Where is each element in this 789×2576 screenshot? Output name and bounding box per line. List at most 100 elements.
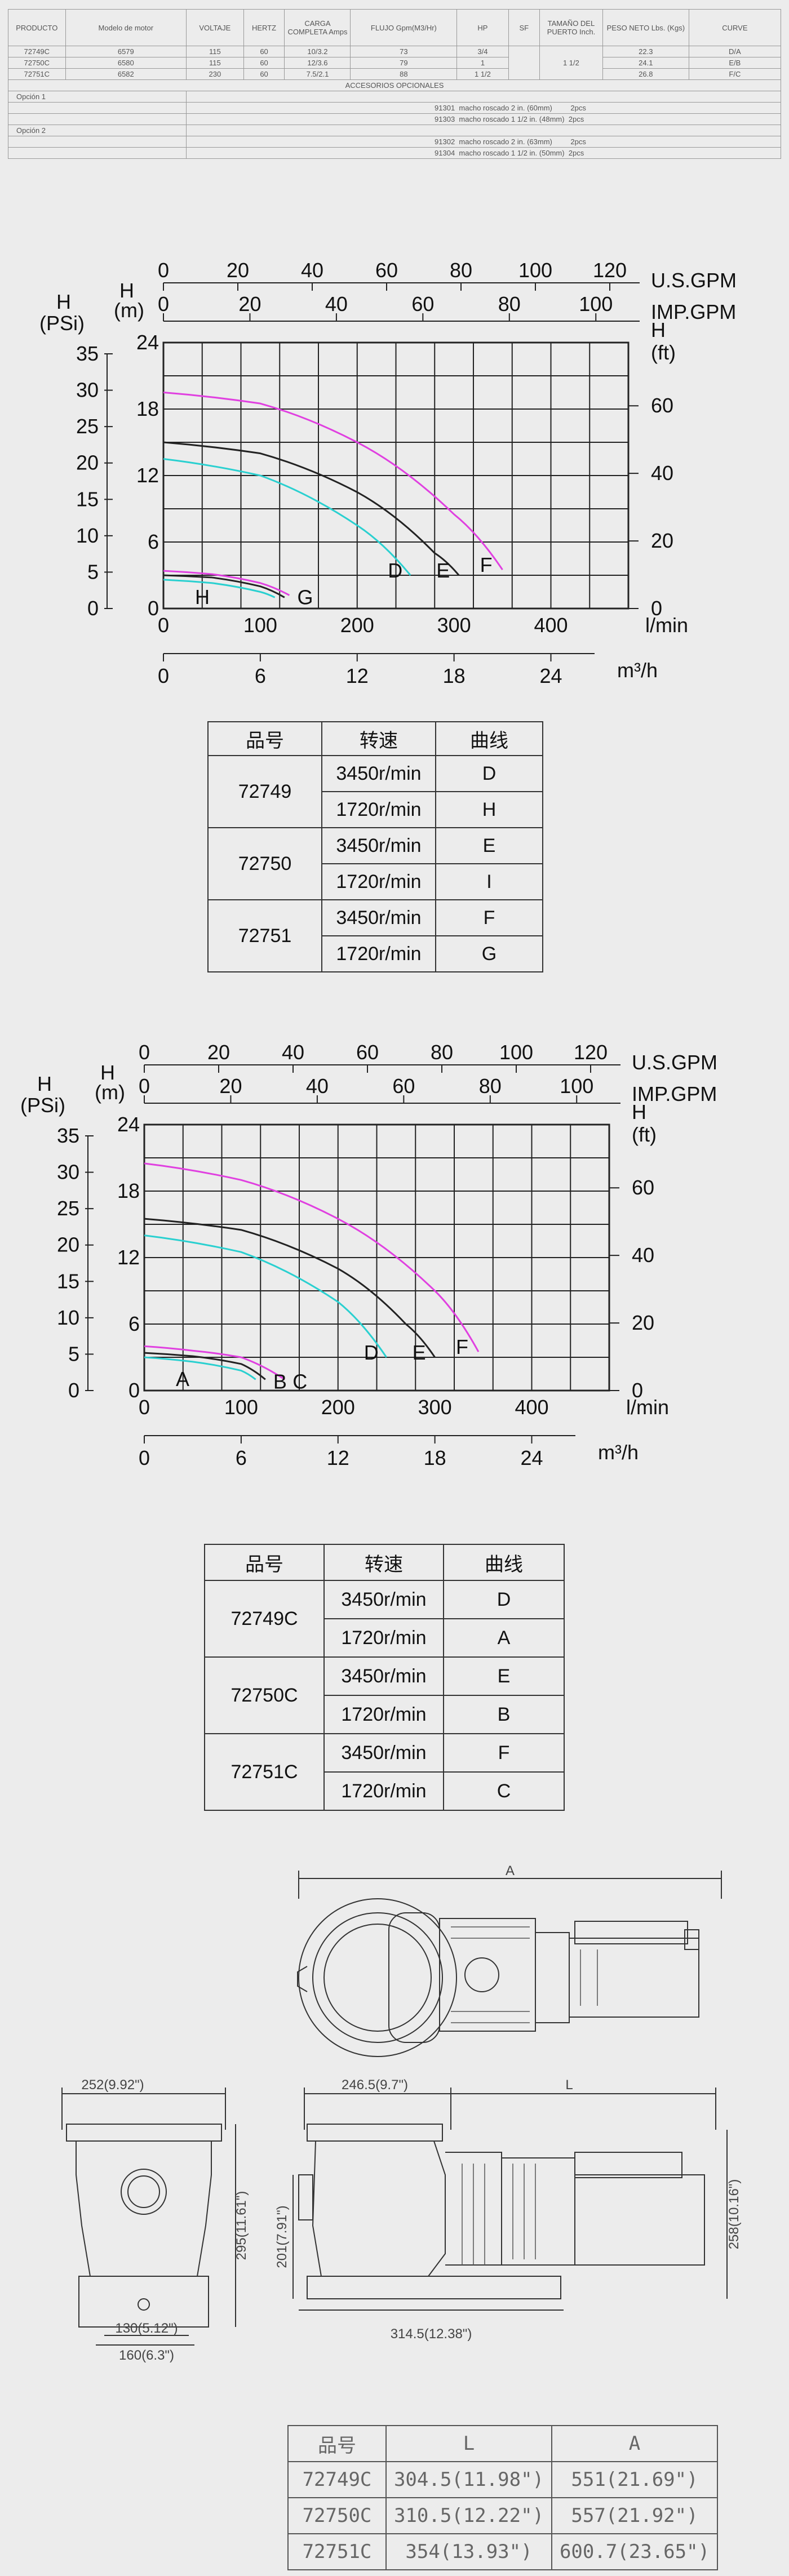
cell: 12/3.6 (284, 57, 351, 69)
curve-label-A: A (176, 1367, 189, 1391)
psi-tick-label: 5 (68, 1342, 79, 1365)
switch (684, 1929, 699, 1950)
cell: 60 (243, 57, 285, 69)
m3h-tick-label: 0 (158, 664, 169, 687)
cell (186, 125, 781, 136)
us-gpm-tick-label: 40 (301, 259, 323, 282)
spec-table: PRODUCTO Modelo de motor VOLTAJE HERTZ C… (7, 9, 782, 159)
us-gpm-tick-label: 60 (356, 1041, 379, 1064)
cell: 10/3.2 (284, 46, 351, 57)
curve-cell: D (435, 755, 543, 792)
curve-I (163, 574, 285, 598)
psi-tick-label: 10 (57, 1306, 79, 1329)
col-producto: PRODUCTO (8, 9, 66, 46)
curve-D (163, 458, 411, 576)
psi-tick-label: 25 (57, 1197, 79, 1220)
psi-tick-label: 15 (76, 487, 99, 510)
us-gpm-tick-label: 40 (282, 1041, 304, 1064)
cell: 26.8 (602, 68, 689, 80)
pump-lid (312, 1912, 443, 2043)
m3h-tick-label: 18 (443, 664, 466, 687)
curve-table-2: 品号 转速 曲线 72749C 3450r/min D 1720r/min A … (204, 1544, 565, 1811)
cell (7, 147, 187, 159)
cell: 72751C (287, 2533, 387, 2570)
us-gpm-tick-label: 0 (139, 1041, 150, 1064)
col-curve: CURVE (688, 9, 782, 46)
m-tick-label: 0 (128, 1379, 140, 1402)
curve-E (163, 441, 460, 576)
m-tick-label: 6 (148, 530, 159, 553)
col-curve: 曲线 (443, 1544, 565, 1581)
cell: 557(21.92") (551, 2497, 718, 2534)
cell: 6579 (65, 46, 187, 57)
spec-header-row: PRODUCTO Modelo de motor VOLTAJE HERTZ C… (8, 9, 782, 46)
speed-cell: 1720r/min (321, 935, 436, 972)
curve-cell: E (443, 1656, 565, 1696)
cell: 60 (243, 68, 285, 80)
psi-tick-label: 20 (57, 1233, 79, 1256)
front-port (121, 2169, 167, 2215)
curve-F (144, 1162, 480, 1352)
col-puerto: TAMAÑO DEL PUERTO Inch. (539, 9, 603, 46)
col-hertz: HERTZ (243, 9, 285, 46)
cell: 73 (350, 46, 458, 57)
m-axis-title: H (100, 1061, 115, 1084)
speed-cell: 3450r/min (323, 1733, 444, 1773)
cell: F/C (688, 68, 782, 80)
m3h-tick-label: 6 (255, 664, 266, 687)
m3h-tick-label: 0 (139, 1446, 150, 1469)
cell: 72750C (8, 57, 66, 69)
m3h-tick-label: 12 (327, 1446, 349, 1469)
ft-axis-unit: (ft) (651, 341, 676, 364)
lmin-tick-label: 300 (418, 1396, 452, 1419)
lmin-tick-label: 300 (437, 614, 471, 637)
ft-tick-label: 60 (651, 394, 673, 417)
table-row: 1720r/min A (205, 1618, 565, 1658)
base (78, 2276, 209, 2328)
psi-axis-title: H (56, 290, 71, 313)
psi-axis-unit: (PSi) (20, 1094, 65, 1117)
side-inlet-label: 246.5(9.7") (342, 2077, 408, 2093)
curve-label-D: D (388, 559, 402, 582)
curve-cell: D (443, 1580, 565, 1619)
table-row: 72751C 3450r/min F (204, 1733, 565, 1811)
table-row: 72750C 310.5(12.22") 557(21.92") (287, 2497, 718, 2534)
spec-row: 72751C 6582 230 60 7.5/2.1 88 1 1/2 26.8… (8, 68, 782, 80)
col-a: A (551, 2425, 718, 2462)
lmin-unit: l/min (645, 614, 688, 637)
us-gpm-unit: U.S.GPM (632, 1051, 717, 1074)
cell: 115 (186, 57, 244, 69)
cell: 354(13.93") (385, 2533, 552, 2570)
option2-label: Opción 2 (7, 125, 187, 136)
curve-table-header: 品号 转速 曲线 (207, 721, 543, 756)
side-base-label: 314.5(12.38") (391, 2326, 472, 2342)
lmin-tick-label: 400 (515, 1396, 548, 1419)
curve-label-B: B (273, 1370, 287, 1393)
m3h-tick-label: 6 (236, 1446, 247, 1469)
cell (7, 113, 187, 125)
psi-tick-label: 20 (76, 451, 99, 474)
table-row: 1720r/min C (205, 1771, 565, 1811)
motor-flange (535, 1932, 570, 2023)
base-inner-label: 130(5.12") (115, 2321, 178, 2336)
side-base (307, 2276, 561, 2299)
us-gpm-tick-label: 120 (593, 259, 627, 282)
col-modelo: Modelo de motor (65, 9, 187, 46)
imp-gpm-tick-label: 0 (139, 1074, 150, 1098)
side-control-box (574, 2152, 682, 2178)
col-flujo: FLUJO Gpm(M3/Hr) (350, 9, 458, 46)
cell: 72751C (8, 68, 66, 80)
model-cell: 72751 (207, 899, 322, 972)
psi-tick-label: 25 (76, 415, 99, 438)
m-tick-label: 12 (117, 1246, 140, 1269)
us-gpm-tick-label: 80 (431, 1041, 453, 1064)
cell (7, 136, 187, 148)
pump-housing (388, 1912, 440, 2043)
speed-cell: 3450r/min (323, 1580, 444, 1619)
ft-tick-label: 0 (651, 597, 662, 620)
cell (7, 102, 187, 114)
model-cell: 72749C (204, 1580, 325, 1658)
us-gpm-tick-label: 80 (450, 259, 472, 282)
